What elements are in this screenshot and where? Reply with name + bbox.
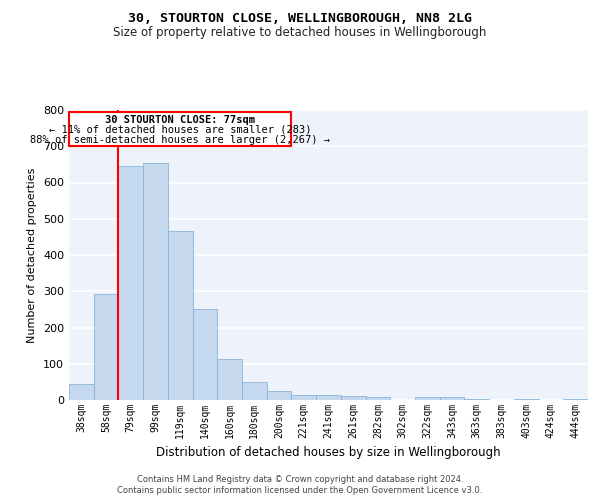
Bar — [514, 399, 539, 400]
Bar — [563, 399, 588, 400]
Text: 30 STOURTON CLOSE: 77sqm: 30 STOURTON CLOSE: 77sqm — [105, 116, 255, 126]
Bar — [341, 396, 365, 400]
Bar — [267, 391, 292, 400]
Bar — [440, 398, 464, 400]
Text: Contains HM Land Registry data © Crown copyright and database right 2024.: Contains HM Land Registry data © Crown c… — [137, 475, 463, 484]
Y-axis label: Number of detached properties: Number of detached properties — [28, 168, 37, 342]
Bar — [415, 398, 440, 400]
Text: ← 11% of detached houses are smaller (283): ← 11% of detached houses are smaller (28… — [49, 124, 311, 134]
Bar — [316, 395, 341, 400]
Bar — [464, 399, 489, 400]
Bar — [143, 162, 168, 400]
Bar — [94, 294, 118, 400]
Text: 88% of semi-detached houses are larger (2,267) →: 88% of semi-detached houses are larger (… — [30, 135, 330, 145]
Text: Size of property relative to detached houses in Wellingborough: Size of property relative to detached ho… — [113, 26, 487, 39]
Bar — [168, 232, 193, 400]
Bar — [193, 310, 217, 400]
Bar — [365, 398, 390, 400]
Bar — [118, 166, 143, 400]
Text: Contains public sector information licensed under the Open Government Licence v3: Contains public sector information licen… — [118, 486, 482, 495]
Bar — [69, 384, 94, 400]
Text: 30, STOURTON CLOSE, WELLINGBOROUGH, NN8 2LG: 30, STOURTON CLOSE, WELLINGBOROUGH, NN8 … — [128, 12, 472, 26]
Bar — [217, 359, 242, 400]
Bar — [242, 382, 267, 400]
Bar — [292, 395, 316, 400]
FancyBboxPatch shape — [69, 112, 292, 146]
X-axis label: Distribution of detached houses by size in Wellingborough: Distribution of detached houses by size … — [156, 446, 501, 460]
